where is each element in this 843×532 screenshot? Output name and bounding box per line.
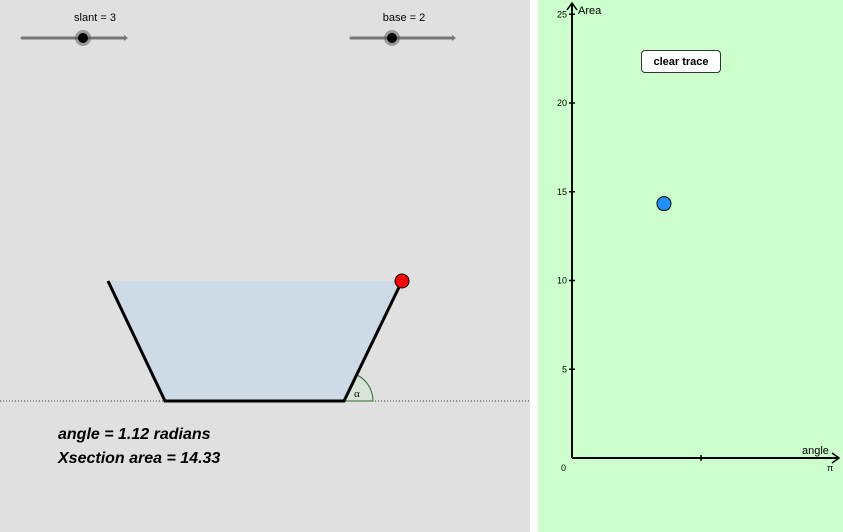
base-slider-arrow-icon xyxy=(452,35,456,41)
trough-walls xyxy=(106,280,404,403)
panel-divider xyxy=(530,0,538,532)
clear-trace-button[interactable]: clear trace xyxy=(641,50,721,73)
slant-slider-label: slant = 3 xyxy=(74,12,116,24)
trough-diagram: α xyxy=(0,30,530,403)
water-cross-section xyxy=(108,281,402,401)
angle-symbol: α xyxy=(354,388,360,400)
slant-slider-knob[interactable] xyxy=(78,33,88,43)
slant-slider-arrow-icon xyxy=(124,35,128,41)
wall-drag-point[interactable] xyxy=(394,273,410,289)
base-slider-label: base = 2 xyxy=(382,12,426,24)
angle-readout: angle = 1.12 radians xyxy=(58,426,211,443)
graph-panel xyxy=(538,0,843,532)
geometry-panel xyxy=(0,0,530,532)
area-readout: Xsection area = 14.33 xyxy=(58,450,221,467)
base-slider-knob[interactable] xyxy=(387,33,397,43)
